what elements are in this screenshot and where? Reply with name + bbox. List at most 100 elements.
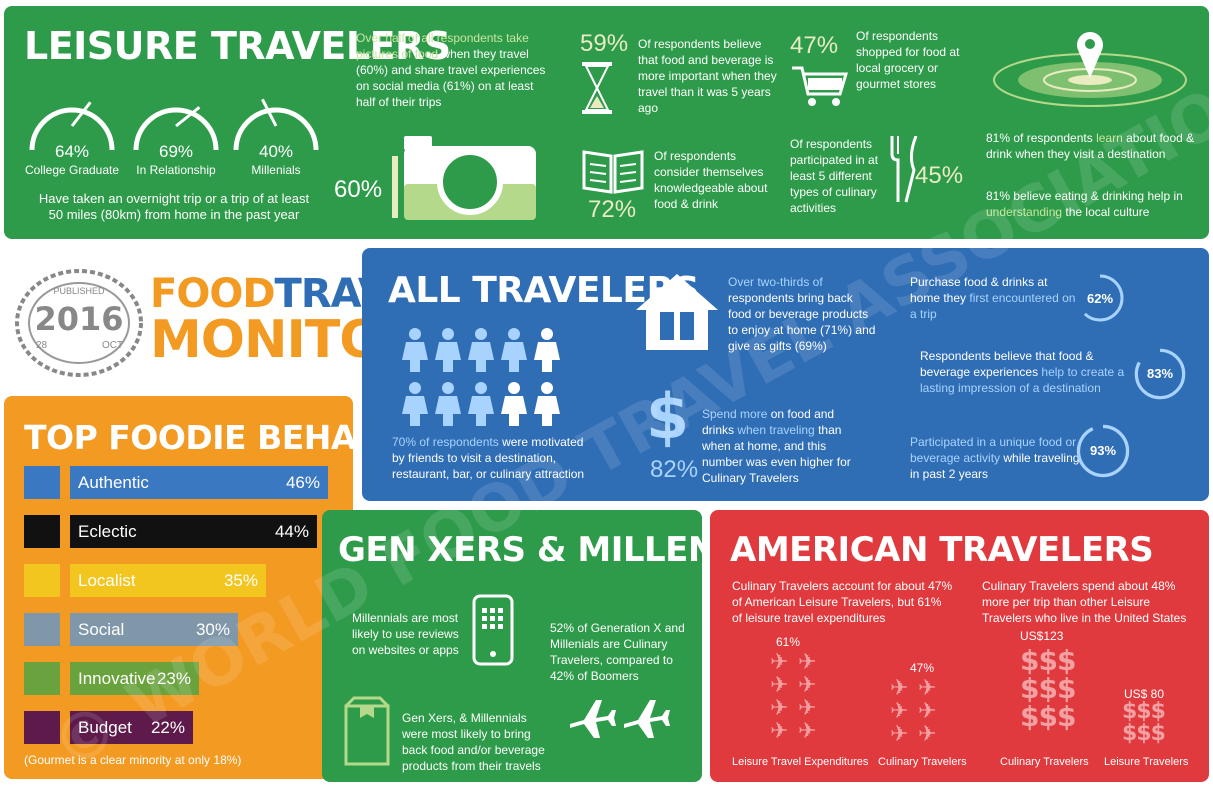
ring-value: 83% xyxy=(1146,366,1174,381)
photo-text-rest: when they travel (60%) and share travel … xyxy=(356,47,546,109)
dollar-stack-icon: $$$ xyxy=(1122,699,1166,724)
exp-label: Leisure Travel Expenditures xyxy=(732,756,869,768)
airplane-icon: ✈ xyxy=(918,675,937,700)
stamp-date: 28 xyxy=(36,340,48,351)
behavior-name: Eclectic xyxy=(78,522,137,541)
spend-highlight: when traveling xyxy=(737,423,815,437)
gen-title: GEN XERS & MILLENNIALS xyxy=(338,530,702,570)
fork-knife-icon xyxy=(890,136,918,203)
dollar-stack-icon: $$$ xyxy=(1020,700,1076,733)
learn-text-a: 81% of respondents xyxy=(986,131,1097,145)
gourmet-note: (Gourmet is a clear minority at only 18%… xyxy=(24,753,242,767)
behavior-row-authentic: Authentic 46% xyxy=(24,466,344,499)
tag-icon xyxy=(24,711,60,744)
behavior-row-budget: Budget 22% xyxy=(24,711,344,744)
motivated-text: 70% of respondents were motivated by fri… xyxy=(392,434,592,482)
bring-text: Gen Xers, & Millennials were most likely… xyxy=(402,711,545,773)
mask-icon xyxy=(24,466,60,499)
cart-icon xyxy=(792,66,848,106)
airplane-icon: ✈ xyxy=(890,721,909,746)
motivated-highlight: 70% of respondents xyxy=(392,435,499,449)
gauge-millenials xyxy=(226,78,326,158)
spend-leisure-value: US$ 80 xyxy=(1124,687,1165,701)
person-icon xyxy=(402,382,428,426)
ring-highlight: first encountered on a trip xyxy=(910,291,1076,321)
gauge-value: 40% xyxy=(258,142,294,161)
airplanes-icon xyxy=(570,700,670,738)
help-text-a: 81% believe eating & drinking help in xyxy=(986,189,1183,203)
smartphone-icon xyxy=(472,594,514,666)
behavior-pct: 44% xyxy=(274,522,309,541)
behavior-bar: Budget 22% xyxy=(70,711,193,744)
airplane-icon: ✈ xyxy=(918,721,937,746)
behavior-name: Social xyxy=(78,620,125,639)
spend-a: Spend more xyxy=(702,407,768,421)
ring-pre: Purchase food & drinks at home they xyxy=(910,275,1048,305)
leisure-travelers-panel: LEISURE TRAVELERS 64% College Graduate 6… xyxy=(4,6,1209,239)
photo-pct: 60% xyxy=(334,176,383,203)
airplane-icon: ✈ xyxy=(770,649,789,674)
gen-xers-millennials-panel: GEN XERS & MILLENNIALS Millennials are m… xyxy=(322,510,702,782)
leisure-title: LEISURE TRAVELERS xyxy=(24,24,451,68)
people-pictogram xyxy=(402,328,572,428)
glasses-icon xyxy=(24,613,60,646)
behavior-name: Budget xyxy=(78,718,132,737)
stamp-top: PUBLISHED xyxy=(53,286,105,296)
spend-b: on food and drinks xyxy=(702,407,835,437)
airplane-icon: ✈ xyxy=(890,675,909,700)
ring-chart-93 xyxy=(1076,424,1130,478)
foodie-title: TOP FOODIE BEHAVIORS xyxy=(24,418,353,457)
help-text-highlight: understanding xyxy=(986,205,1063,219)
gauge-icon xyxy=(29,101,115,151)
ring-chart-62 xyxy=(1076,274,1124,322)
fork-knife-icon xyxy=(24,515,60,548)
hourglass-icon xyxy=(582,62,612,114)
location-pin-icon xyxy=(993,32,1187,107)
trip-text-line: Have taken an overnight trip or a trip o… xyxy=(38,191,310,206)
spend-pct: 82% xyxy=(650,456,699,483)
gauge-icon xyxy=(233,98,319,151)
spend-culinary-value: US$123 xyxy=(1020,629,1064,643)
person-icon xyxy=(468,328,494,372)
gauge-value: 64% xyxy=(54,142,90,161)
food-text: Of respondents believe that food and bev… xyxy=(638,37,777,115)
motivated-rest: were motivated by friends to visit a des… xyxy=(392,435,585,481)
activ-text: Of respondents participated in at least … xyxy=(790,137,879,215)
gauge-college xyxy=(22,78,122,158)
ring-value: 93% xyxy=(1089,443,1117,458)
learn-text: 81% of respondents learn about food & dr… xyxy=(986,130,1196,162)
person-icon xyxy=(468,382,494,426)
spend-text: Spend more on food and drinks when trave… xyxy=(702,406,862,486)
behavior-row-eclectic: Eclectic 44% xyxy=(24,515,344,548)
airplane-icon: ✈ xyxy=(798,718,817,743)
spend-leisure-label: Leisure Travelers xyxy=(1104,756,1189,768)
shopping-bag-icon xyxy=(344,696,390,766)
airplane-icon: ✈ xyxy=(918,698,937,723)
person-icon xyxy=(534,328,560,372)
stamp-icon xyxy=(15,269,143,377)
house-icon xyxy=(24,564,60,597)
behavior-row-localist: Localist 35% xyxy=(24,564,344,597)
learn-text-b: about food & drink when they visit a des… xyxy=(986,131,1195,161)
behavior-pct: 23% xyxy=(156,669,191,688)
gauge-relationship xyxy=(126,78,226,158)
reviews-text: Millennials are most likely to use revie… xyxy=(352,611,459,657)
ring-highlight: Participated in a unique food or beverag… xyxy=(910,435,1077,465)
gauge-icon xyxy=(133,106,219,151)
person-icon xyxy=(501,328,527,372)
gauge-label: College Graduate xyxy=(24,163,120,177)
american-travelers-panel: AMERICAN TRAVELERS Culinary Travelers ac… xyxy=(710,510,1209,782)
spend-c: than when at home, and this number was e… xyxy=(702,423,851,485)
learn-text-highlight: learn xyxy=(1096,131,1123,145)
dollar-icon: $ xyxy=(646,380,690,453)
airplane-icon: ✈ xyxy=(770,718,789,743)
behavior-row-social: Social 30% xyxy=(24,613,344,646)
exp-pct: 61% xyxy=(776,635,801,649)
shop-text: Of respondents shopped for food at local… xyxy=(856,29,960,91)
home-highlight: Over two-thirds of xyxy=(728,275,823,289)
person-icon xyxy=(435,328,461,372)
camera-icon xyxy=(392,136,536,220)
airplane-icon: ✈ xyxy=(798,649,817,674)
person-icon xyxy=(501,382,527,426)
photo-text: Over half of all respondents take pictur… xyxy=(356,30,551,110)
